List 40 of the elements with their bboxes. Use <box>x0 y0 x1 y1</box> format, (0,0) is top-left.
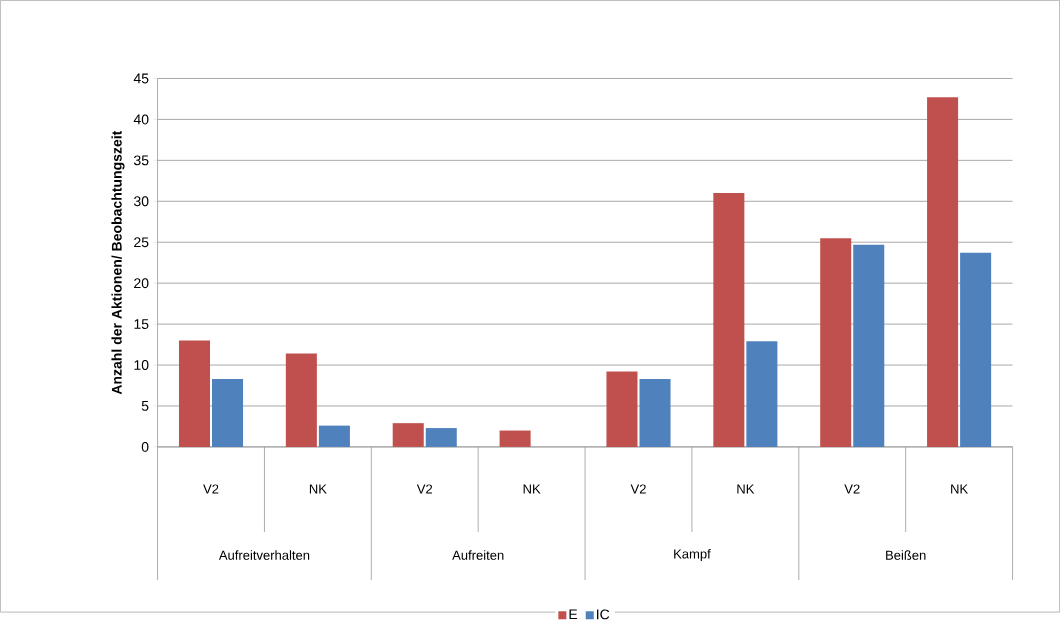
bar <box>853 244 885 447</box>
x-tick-label: NK <box>737 484 755 494</box>
text: Beißen <box>886 550 926 560</box>
bar <box>392 423 424 447</box>
y-tick-label: 25 <box>134 237 149 248</box>
y-tick-label: 10 <box>134 360 149 370</box>
x-tick-label: NK <box>523 484 541 494</box>
legend-label: E <box>569 609 578 620</box>
x-tick-label: V2 <box>844 484 860 494</box>
legend-label: IC <box>597 609 610 620</box>
bar <box>820 238 852 447</box>
x-tick-label: NK <box>951 484 968 494</box>
bar <box>927 97 959 447</box>
bar <box>318 425 350 447</box>
y-tick-label: 35 <box>133 155 149 166</box>
y-tick-label: 40 <box>133 114 149 125</box>
bar <box>746 341 778 447</box>
bar <box>178 340 210 447</box>
bar <box>212 378 244 447</box>
bar <box>606 371 638 447</box>
y-tick-label: 0 <box>141 441 149 452</box>
text: Aufreitverhalten <box>218 550 310 560</box>
y-tick-label: 20 <box>134 278 149 289</box>
bar <box>639 378 671 447</box>
y-tick-label: 15 <box>134 319 149 329</box>
bar <box>713 193 745 447</box>
x-tick-label: V2 <box>630 484 646 494</box>
bar <box>499 430 531 447</box>
y-tick-label: 45 <box>133 73 149 84</box>
text: Kampf <box>674 548 711 562</box>
bar <box>960 252 992 447</box>
y-tick-label: 5 <box>141 401 149 411</box>
y-tick-label: 30 <box>133 196 149 207</box>
y-axis-title: Anzahl der Aktionen/ Beobachtungszeit <box>111 130 125 395</box>
bar <box>425 428 457 447</box>
x-tick-label: NK <box>309 484 327 494</box>
bar <box>285 353 317 447</box>
text: Aufreiten <box>452 550 504 560</box>
x-tick-label: V2 <box>416 484 433 494</box>
x-tick-label: V2 <box>203 484 219 494</box>
